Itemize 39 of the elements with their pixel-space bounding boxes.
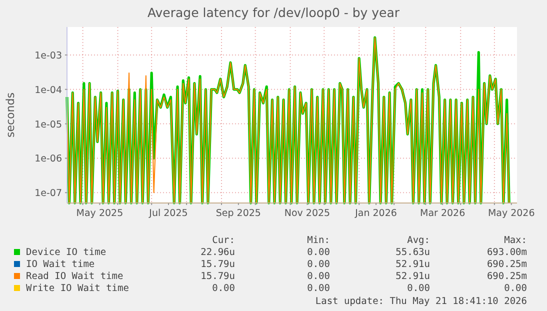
text: 0.00 [504, 283, 528, 294]
legend-label: Read IO Wait time [26, 271, 124, 282]
chart-title: Average latency for /dev/loop0 - by year [147, 5, 400, 20]
text: 0.00 [307, 283, 330, 294]
y-axis-title: seconds [4, 92, 17, 138]
y-tick-label: 1e-03 [34, 50, 62, 62]
x-tick-label: Jul 2025 [148, 208, 188, 219]
text: Min: [307, 235, 330, 246]
text: 52.91u [396, 271, 430, 282]
x-tick-label: Jan 2026 [354, 208, 397, 219]
x-tick-label: May 2025 [76, 208, 124, 219]
text: 0.00 [212, 283, 236, 294]
y-tick-label: 1e-04 [34, 84, 62, 96]
y-tick-label: 1e-06 [34, 154, 62, 165]
text: Avg: [407, 235, 430, 246]
legend-label: IO Wait time [26, 259, 95, 270]
text: 52.91u [396, 259, 430, 270]
text: 22.96u [200, 247, 235, 258]
text: 0.00 [307, 247, 330, 258]
legend-label: Device IO time [26, 247, 106, 258]
text: 0.00 [307, 271, 330, 282]
text: 0.00 [307, 259, 330, 270]
text: 0.00 [407, 283, 430, 294]
y-tick-label: 1e-05 [34, 119, 62, 130]
text: 15.79u [200, 271, 235, 282]
x-tick-label: Sep 2025 [216, 208, 261, 219]
text: Cur: [212, 235, 235, 246]
legend-label: Write IO Wait time [26, 283, 130, 294]
x-tick-label: Mar 2026 [420, 208, 466, 219]
x-tick-label: Nov 2025 [284, 208, 330, 219]
x-tick-label: May 2026 [488, 208, 535, 219]
text: Last update: Thu May 21 18:41:10 2026 [315, 296, 528, 307]
text: 690.25m [486, 271, 528, 282]
text: 690.25m [486, 259, 528, 270]
text: Max: [504, 235, 527, 246]
y-tick-label: 1e-07 [34, 188, 62, 200]
text: 15.79u [200, 259, 235, 270]
text: 55.63u [396, 247, 430, 258]
text: 693.00m [486, 247, 528, 258]
